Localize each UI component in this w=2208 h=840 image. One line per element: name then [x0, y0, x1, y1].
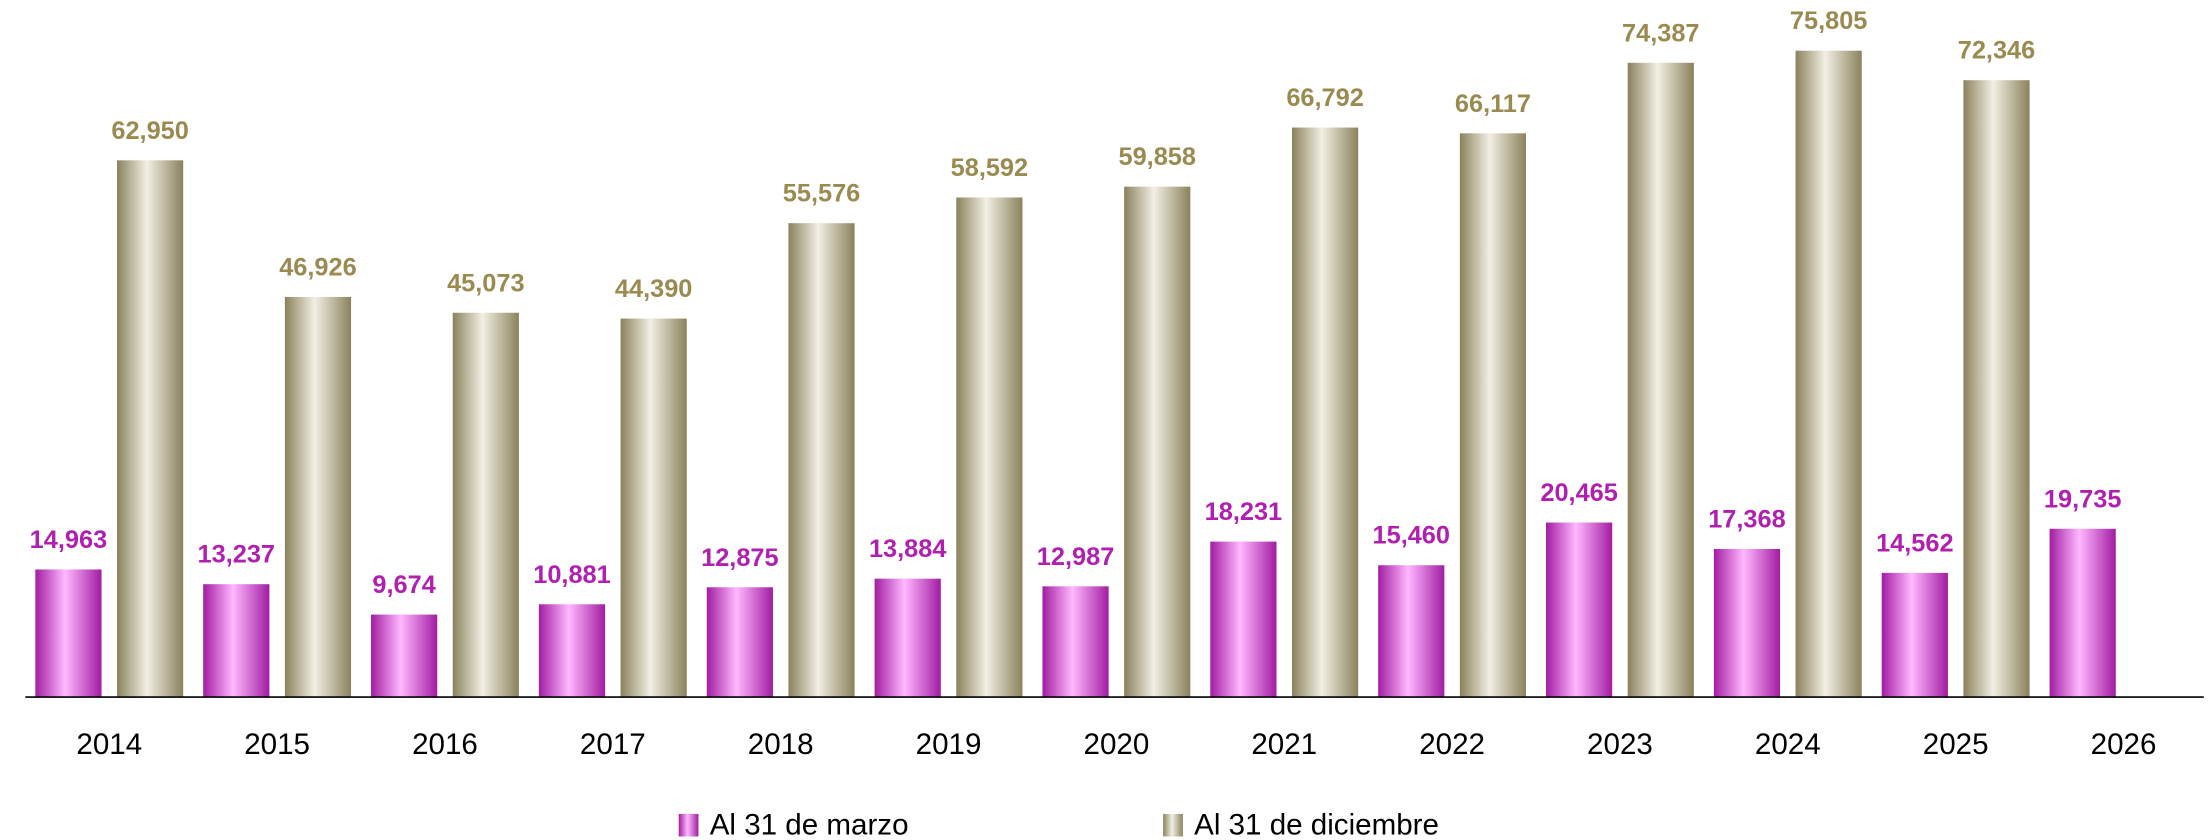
bar	[203, 584, 270, 698]
bar	[2049, 528, 2116, 698]
bar	[1546, 522, 1613, 698]
x-tick-label: 2025	[1923, 728, 1989, 761]
value-label: 14,562	[1876, 529, 1953, 557]
bar	[874, 578, 941, 698]
x-tick-label: 2014	[76, 728, 142, 761]
value-label: 10,881	[533, 561, 610, 589]
x-tick-label: 2019	[916, 728, 982, 761]
value-label: 18,231	[1205, 498, 1282, 526]
value-label: 58,592	[951, 154, 1028, 182]
value-label: 19,735	[2044, 485, 2121, 513]
x-tick-label: 2017	[580, 728, 646, 761]
value-label: 59,858	[1118, 143, 1195, 171]
value-label: 72,346	[1958, 37, 2035, 65]
x-tick-label: 2015	[244, 728, 310, 761]
bar	[452, 312, 519, 698]
value-label: 75,805	[1790, 7, 1867, 35]
value-label: 55,576	[783, 180, 860, 208]
bar	[1291, 127, 1359, 698]
value-label: 9,674	[372, 571, 435, 599]
bar	[284, 296, 352, 698]
value-label: 13,237	[198, 541, 275, 569]
bar	[1881, 572, 1948, 698]
value-label: 46,926	[279, 253, 356, 281]
legend-swatch	[1163, 813, 1183, 837]
value-label: 12,875	[701, 544, 778, 572]
bar	[1713, 548, 1781, 698]
legend-swatch	[678, 813, 699, 837]
bar	[1124, 186, 1191, 698]
bar	[371, 614, 438, 698]
x-tick-label: 2024	[1755, 728, 1821, 761]
x-tick-label: 2020	[1084, 728, 1150, 761]
bar	[1042, 586, 1109, 698]
bar	[1459, 133, 1527, 698]
bar	[1963, 80, 2030, 698]
x-tick-label: 2022	[1419, 728, 1485, 761]
bar	[538, 604, 606, 698]
bar	[117, 160, 184, 698]
legend-label: Al 31 de marzo	[710, 808, 909, 840]
value-label: 13,884	[869, 535, 946, 563]
value-label: 14,963	[30, 526, 107, 554]
value-label: 44,390	[615, 275, 692, 303]
value-label: 62,950	[111, 117, 188, 145]
value-label: 17,368	[1708, 505, 1785, 533]
bar	[35, 569, 102, 698]
bar	[1378, 565, 1445, 698]
value-label: 15,460	[1373, 522, 1450, 550]
value-label: 66,792	[1286, 84, 1363, 112]
bar	[788, 223, 855, 698]
bar	[1795, 50, 1862, 698]
bar	[956, 197, 1023, 698]
x-tick-label: 2018	[748, 728, 814, 761]
value-label: 12,987	[1037, 543, 1114, 571]
bar	[1210, 541, 1277, 698]
bar	[1627, 62, 1694, 698]
x-tick-label: 2026	[2091, 728, 2157, 761]
legend-label: Al 31 de diciembre	[1194, 808, 1439, 840]
bar	[706, 587, 773, 698]
value-label: 66,117	[1455, 90, 1531, 118]
value-label: 45,073	[447, 269, 524, 297]
value-label: 74,387	[1622, 19, 1699, 47]
x-tick-label: 2021	[1251, 728, 1317, 761]
x-tick-label: 2016	[412, 728, 478, 761]
bar	[620, 318, 687, 698]
x-tick-label: 2023	[1587, 728, 1653, 761]
value-label: 20,465	[1540, 479, 1617, 507]
